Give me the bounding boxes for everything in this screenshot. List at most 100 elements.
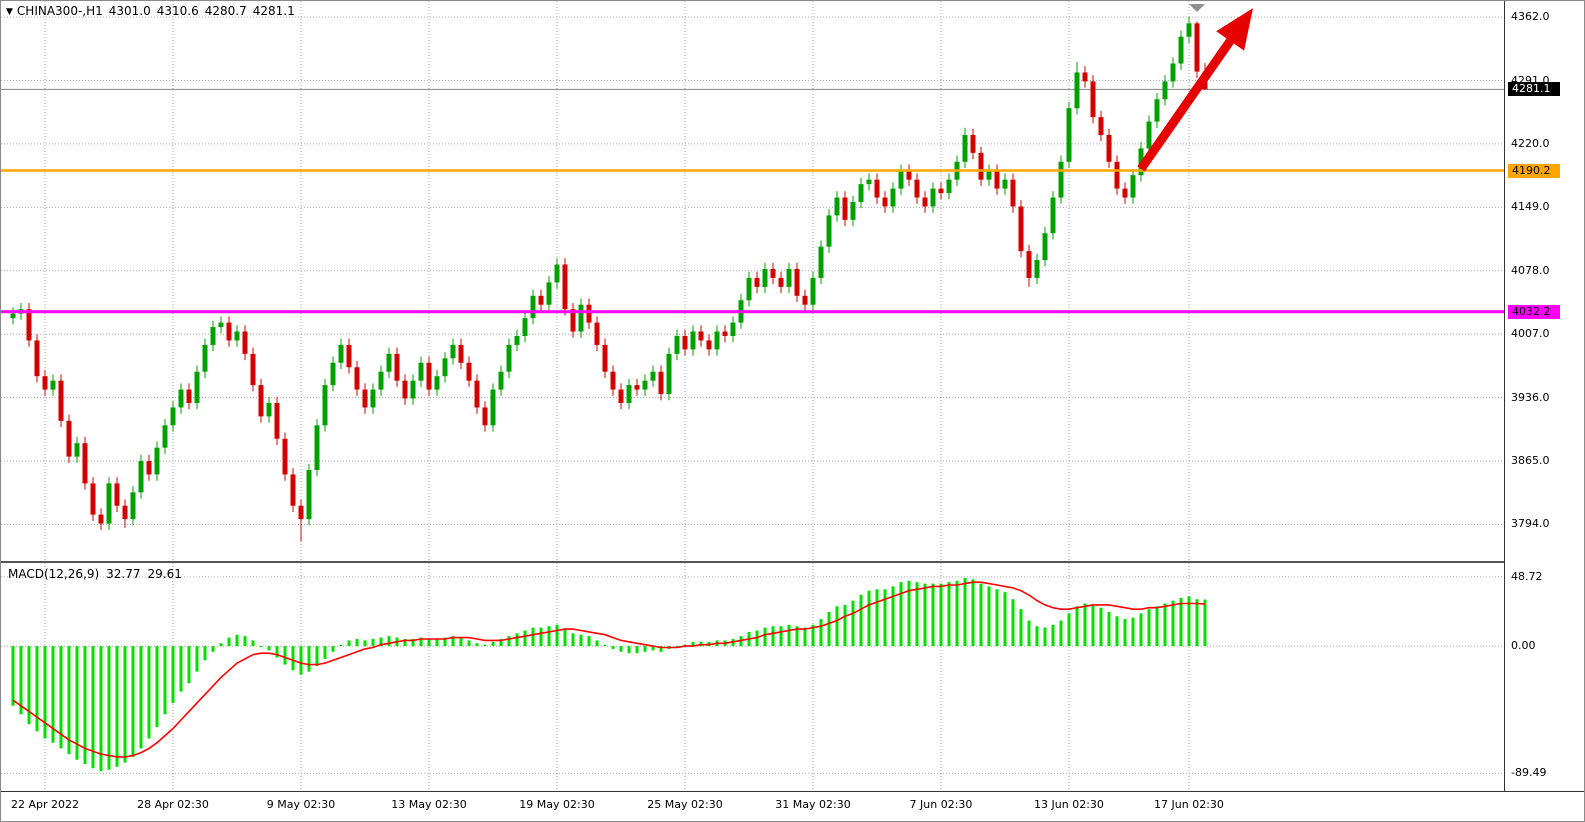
- candle[interactable]: [1042, 233, 1048, 261]
- candle[interactable]: [850, 201, 856, 220]
- candle[interactable]: [322, 385, 328, 426]
- candle[interactable]: [874, 179, 880, 198]
- candle[interactable]: [1098, 117, 1104, 135]
- candle[interactable]: [410, 380, 416, 399]
- candle[interactable]: [346, 344, 352, 368]
- candle[interactable]: [1154, 99, 1160, 122]
- candle[interactable]: [674, 335, 680, 354]
- candle[interactable]: [642, 380, 648, 390]
- candle[interactable]: [930, 188, 936, 207]
- candle[interactable]: [714, 331, 720, 350]
- candle[interactable]: [458, 344, 464, 363]
- candle[interactable]: [594, 322, 600, 345]
- candle[interactable]: [1114, 161, 1120, 189]
- candle[interactable]: [994, 170, 1000, 189]
- candle[interactable]: [226, 322, 232, 341]
- candle[interactable]: [210, 327, 216, 345]
- candle[interactable]: [442, 358, 448, 377]
- candle[interactable]: [650, 371, 656, 381]
- candle[interactable]: [618, 389, 624, 403]
- candle[interactable]: [970, 134, 976, 153]
- candle[interactable]: [882, 197, 888, 207]
- candle[interactable]: [1146, 121, 1152, 149]
- candle[interactable]: [490, 389, 496, 426]
- candle[interactable]: [418, 362, 424, 381]
- candle[interactable]: [98, 514, 104, 524]
- candle[interactable]: [154, 447, 160, 475]
- candle[interactable]: [66, 420, 72, 457]
- candle[interactable]: [1106, 134, 1112, 162]
- candle[interactable]: [898, 170, 904, 189]
- candle[interactable]: [746, 277, 752, 301]
- candle[interactable]: [810, 277, 816, 305]
- candle[interactable]: [1034, 260, 1040, 278]
- trend-arrow-shaft[interactable]: [1137, 38, 1234, 172]
- candle[interactable]: [770, 268, 776, 278]
- candle[interactable]: [74, 443, 80, 457]
- candle[interactable]: [1058, 161, 1064, 198]
- candle[interactable]: [1186, 23, 1192, 37]
- candle[interactable]: [34, 340, 40, 377]
- panel-separator[interactable]: [1, 561, 1584, 563]
- candle[interactable]: [146, 461, 152, 475]
- candle[interactable]: [1074, 72, 1080, 109]
- candle[interactable]: [1010, 179, 1016, 207]
- candle[interactable]: [626, 385, 632, 403]
- trend-arrow-head[interactable]: [1216, 8, 1253, 51]
- candle[interactable]: [634, 385, 640, 390]
- candle[interactable]: [274, 402, 280, 439]
- candle[interactable]: [178, 389, 184, 408]
- candle[interactable]: [802, 295, 808, 305]
- candle[interactable]: [562, 264, 568, 310]
- time-axis[interactable]: 22 Apr 2022 28 Apr 02:30 9 May 02:30 13 May…: [1, 792, 1584, 821]
- candle[interactable]: [314, 425, 320, 470]
- candle[interactable]: [290, 474, 296, 506]
- candle[interactable]: [378, 371, 384, 390]
- candle[interactable]: [362, 389, 368, 408]
- candle[interactable]: [722, 331, 728, 336]
- candle[interactable]: [658, 371, 664, 395]
- candle[interactable]: [138, 461, 144, 493]
- candle[interactable]: [682, 335, 688, 350]
- candle[interactable]: [386, 353, 392, 372]
- candle[interactable]: [82, 443, 88, 484]
- candle[interactable]: [794, 268, 800, 296]
- candle[interactable]: [370, 389, 376, 408]
- candle[interactable]: [186, 389, 192, 403]
- candle[interactable]: [834, 197, 840, 216]
- candle[interactable]: [1162, 81, 1168, 100]
- macd-indicator-panel[interactable]: [1, 563, 1504, 791]
- candle[interactable]: [1178, 36, 1184, 64]
- candle[interactable]: [818, 246, 824, 278]
- candle[interactable]: [506, 344, 512, 372]
- candle[interactable]: [530, 295, 536, 319]
- candle[interactable]: [1082, 72, 1088, 82]
- candle[interactable]: [394, 353, 400, 381]
- candle[interactable]: [946, 179, 952, 194]
- candle[interactable]: [890, 188, 896, 207]
- candle[interactable]: [1194, 23, 1200, 72]
- candle[interactable]: [1050, 197, 1056, 234]
- candle[interactable]: [698, 331, 704, 341]
- candle[interactable]: [578, 304, 584, 332]
- candle[interactable]: [170, 407, 176, 426]
- candle[interactable]: [218, 322, 224, 328]
- candle[interactable]: [50, 380, 56, 390]
- candle[interactable]: [522, 318, 528, 336]
- candle[interactable]: [602, 344, 608, 372]
- candle[interactable]: [202, 344, 208, 372]
- candle[interactable]: [906, 170, 912, 180]
- price-scale[interactable]: 4281.1 4190.2 4032.2 4362.0 4291.0 4220.0 4…: [1505, 1, 1584, 791]
- candle[interactable]: [554, 264, 560, 283]
- candle[interactable]: [546, 282, 552, 305]
- candle[interactable]: [754, 277, 760, 287]
- macd-canvas[interactable]: [1, 563, 1504, 791]
- price-chart-canvas[interactable]: [1, 1, 1504, 562]
- candle[interactable]: [434, 376, 440, 390]
- candle[interactable]: [474, 380, 480, 408]
- candle[interactable]: [1170, 63, 1176, 82]
- candle[interactable]: [466, 362, 472, 381]
- candle[interactable]: [762, 268, 768, 287]
- candle[interactable]: [258, 385, 264, 417]
- candle[interactable]: [122, 505, 128, 520]
